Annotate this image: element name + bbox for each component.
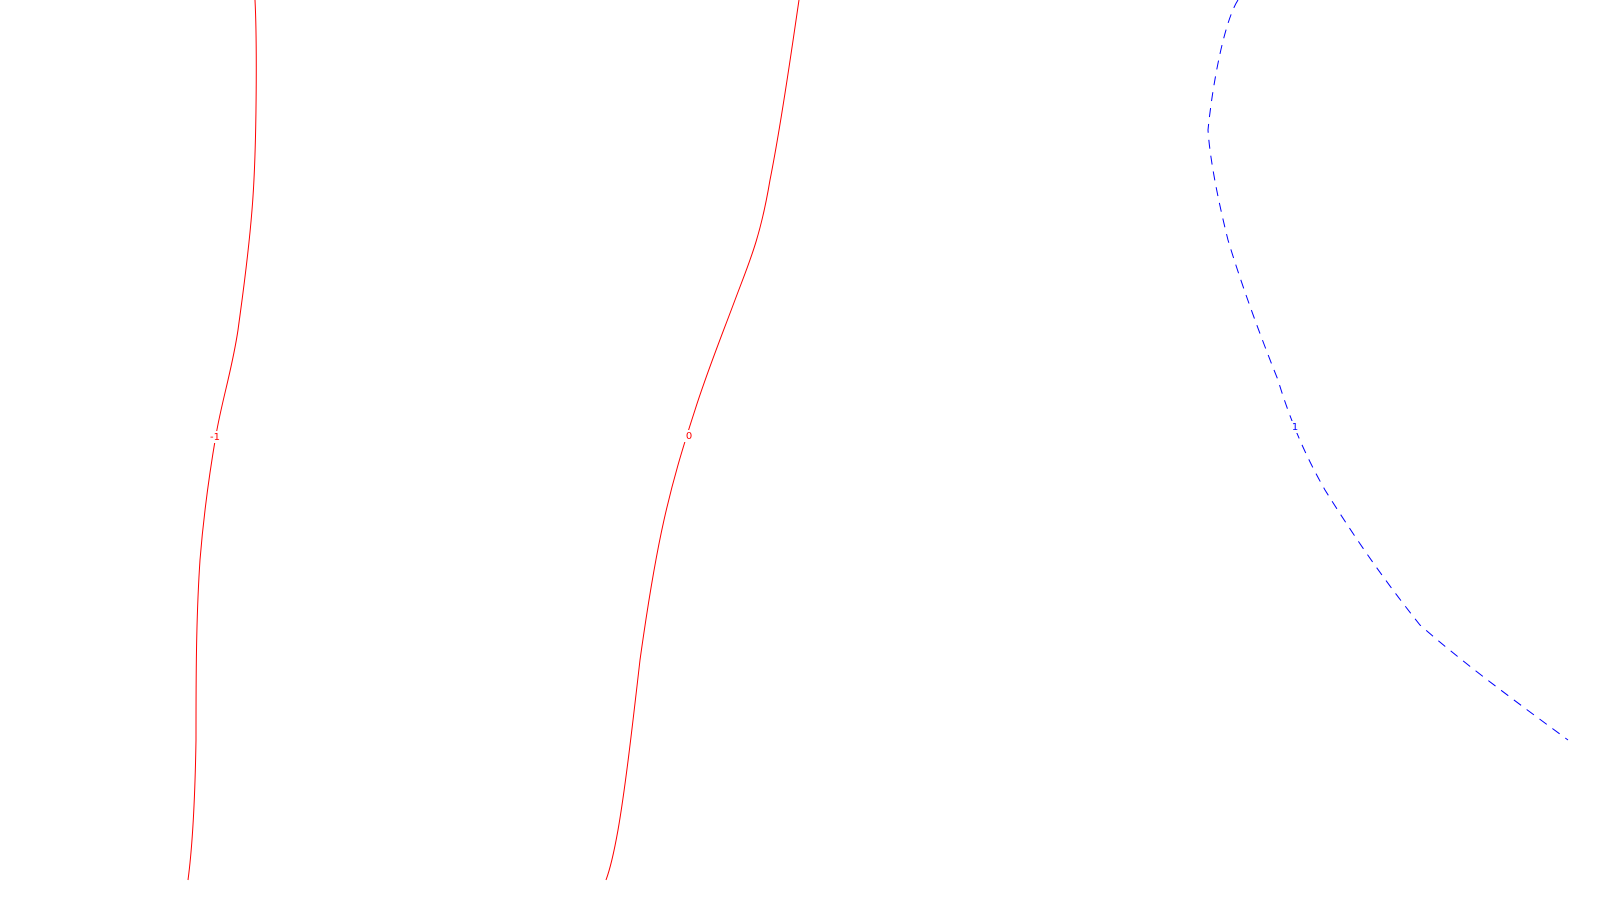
contour-label-level-0: 0 [686,431,692,442]
contour-label-background [682,430,696,442]
contour-label-background [1288,421,1302,433]
contour-line-level-1 [1207,0,1569,741]
contour-line-level-0 [605,0,800,881]
contour-label-level-1: 1 [1292,422,1298,433]
contour-labels: -1 0 1 [208,421,1302,443]
contour-label-background [208,431,222,443]
contour-label-level-neg1: -1 [210,432,220,443]
